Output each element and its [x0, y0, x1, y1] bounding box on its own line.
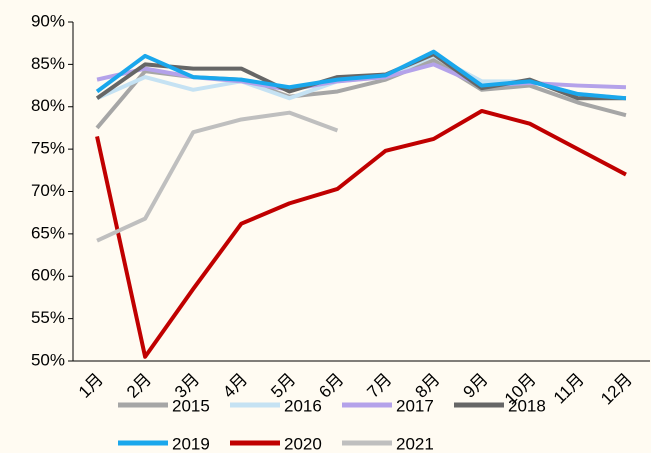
- legend-label: 2019: [172, 434, 210, 453]
- y-tick-label: 50%: [31, 350, 65, 369]
- legend-label: 2021: [396, 434, 434, 453]
- legend-label: 2017: [396, 396, 434, 415]
- legend-label: 2020: [284, 434, 322, 453]
- legend-label: 2016: [284, 396, 322, 415]
- legend-label: 2018: [508, 396, 546, 415]
- y-tick-label: 75%: [31, 139, 65, 158]
- y-tick-label: 85%: [31, 54, 65, 73]
- series-line: [95, 108, 627, 359]
- y-tick-label: 65%: [31, 223, 65, 242]
- series-line: [96, 110, 339, 243]
- y-tick-label: 55%: [31, 308, 65, 327]
- y-tick-label: 80%: [31, 96, 65, 115]
- y-tick-label: 70%: [31, 181, 65, 200]
- series-line: [95, 49, 627, 101]
- y-tick-label: 90%: [31, 11, 65, 30]
- legend-label: 2015: [172, 396, 210, 415]
- y-tick-label: 60%: [31, 266, 65, 285]
